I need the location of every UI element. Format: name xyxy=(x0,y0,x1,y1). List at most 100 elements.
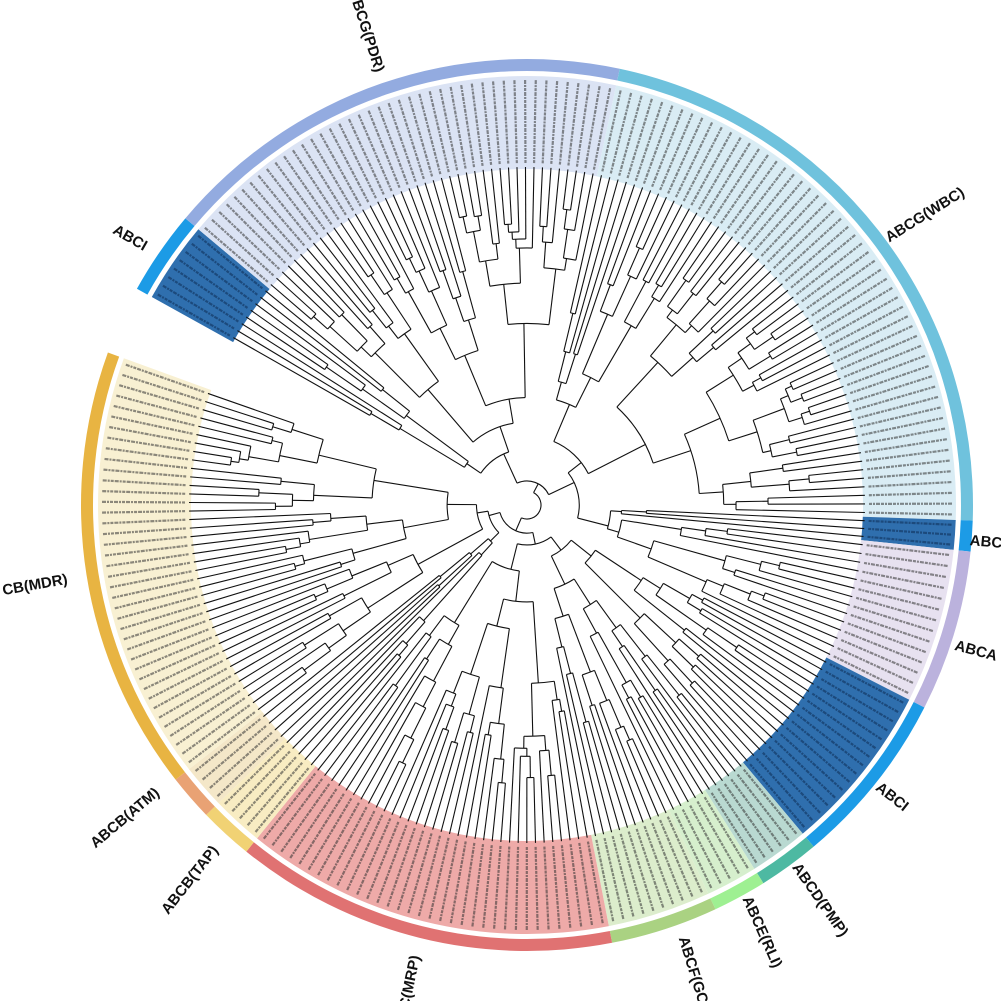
tree-branch xyxy=(517,756,521,843)
leaf-label xyxy=(138,644,216,681)
tree-branch xyxy=(666,309,673,318)
leaf-label xyxy=(730,778,782,847)
tree-branch xyxy=(478,552,483,556)
leaf-label xyxy=(471,844,485,927)
tree-branch xyxy=(563,710,588,838)
tree-branch xyxy=(304,623,339,646)
leaf-label xyxy=(754,187,812,251)
leaf-label xyxy=(696,800,740,874)
leaf-label xyxy=(257,174,312,241)
leaf-label xyxy=(801,251,870,303)
tree-branch xyxy=(641,658,730,777)
leaf-label xyxy=(449,841,467,924)
tree-branch xyxy=(637,695,644,699)
tree-branch xyxy=(401,519,407,539)
tree-branch xyxy=(351,561,387,577)
tree-branch xyxy=(495,243,499,260)
tree-branch xyxy=(780,561,857,581)
tree-branch xyxy=(734,649,805,699)
leaf-label xyxy=(289,788,338,859)
tree-branch xyxy=(669,658,693,684)
leaf-label xyxy=(224,744,285,805)
tree-branch xyxy=(396,278,407,294)
tree-branch xyxy=(724,583,751,595)
leaf-label xyxy=(832,315,909,355)
tree-branch xyxy=(465,172,475,217)
tree-branch xyxy=(281,271,335,322)
leaf-label xyxy=(868,519,952,526)
tree-branch xyxy=(626,696,632,700)
leaf-label xyxy=(169,689,241,737)
tree-branch xyxy=(438,575,442,579)
tree-branch xyxy=(546,167,552,227)
tree-branch xyxy=(361,597,371,613)
tree-branch xyxy=(490,721,505,725)
tree-branch xyxy=(466,229,481,234)
tree-branch xyxy=(783,460,863,473)
leaf-label xyxy=(853,605,934,633)
tree-branch xyxy=(599,703,644,823)
leaf-label xyxy=(428,837,450,919)
tree-branch xyxy=(667,305,678,315)
leaf-label xyxy=(112,578,194,599)
tree-branch xyxy=(566,672,573,676)
tree-branch xyxy=(733,574,848,615)
leaf-label xyxy=(491,81,501,165)
leaf-label xyxy=(659,819,694,897)
clade-ring-arc xyxy=(206,806,254,852)
tree-branch xyxy=(428,286,440,293)
clade-ring-arc xyxy=(805,702,925,847)
leaf-label xyxy=(211,218,275,277)
tree-branch xyxy=(338,623,347,636)
tree-branch xyxy=(646,654,680,696)
leaf-label xyxy=(194,718,261,772)
tree-branch xyxy=(369,308,376,313)
tree-branch xyxy=(762,598,842,631)
tree-branch xyxy=(809,477,864,484)
tree-branch xyxy=(772,451,797,458)
tree-branch xyxy=(503,284,509,325)
tree-branch xyxy=(408,258,417,273)
tree-branch xyxy=(494,757,505,760)
leaf-label xyxy=(102,500,186,504)
tree-branch xyxy=(788,480,791,491)
leaf-label xyxy=(298,793,345,865)
leaf-label xyxy=(376,824,408,904)
tree-branch xyxy=(255,303,366,386)
tree-branch xyxy=(762,346,827,382)
leaf-label xyxy=(173,267,244,316)
tree-branch xyxy=(406,256,413,261)
tree-branch xyxy=(701,601,823,671)
tree-branch xyxy=(679,527,683,536)
leaf-label xyxy=(148,659,224,700)
tree-branch xyxy=(541,226,544,242)
leaf-label xyxy=(241,188,299,252)
tree-branch xyxy=(206,566,342,613)
tree-branch xyxy=(508,747,515,843)
leaf-label xyxy=(356,818,392,896)
leaf-label xyxy=(543,846,550,930)
leaf-label xyxy=(749,763,806,828)
tree-branch xyxy=(718,247,747,280)
tree-branch xyxy=(539,167,544,227)
tree-branch xyxy=(218,599,317,645)
tree-branch xyxy=(538,750,545,843)
tree-branch xyxy=(553,441,589,474)
tree-branch xyxy=(695,241,740,296)
tree-branch xyxy=(521,492,542,520)
tree-branch xyxy=(451,740,458,744)
tree-branch xyxy=(447,625,460,645)
tree-branch xyxy=(485,397,526,407)
tree-branch xyxy=(398,425,403,431)
clade-band xyxy=(257,766,609,935)
tree-branch xyxy=(690,290,697,297)
leaf-label xyxy=(840,334,918,370)
tree-branch xyxy=(487,622,510,630)
tree-branch xyxy=(201,568,296,596)
tree-branch xyxy=(621,679,631,686)
leaf-label xyxy=(850,613,930,643)
tree-branch xyxy=(443,615,460,626)
tree-branch xyxy=(369,411,373,416)
tree-branch xyxy=(412,554,424,573)
tree-branch xyxy=(466,463,482,474)
